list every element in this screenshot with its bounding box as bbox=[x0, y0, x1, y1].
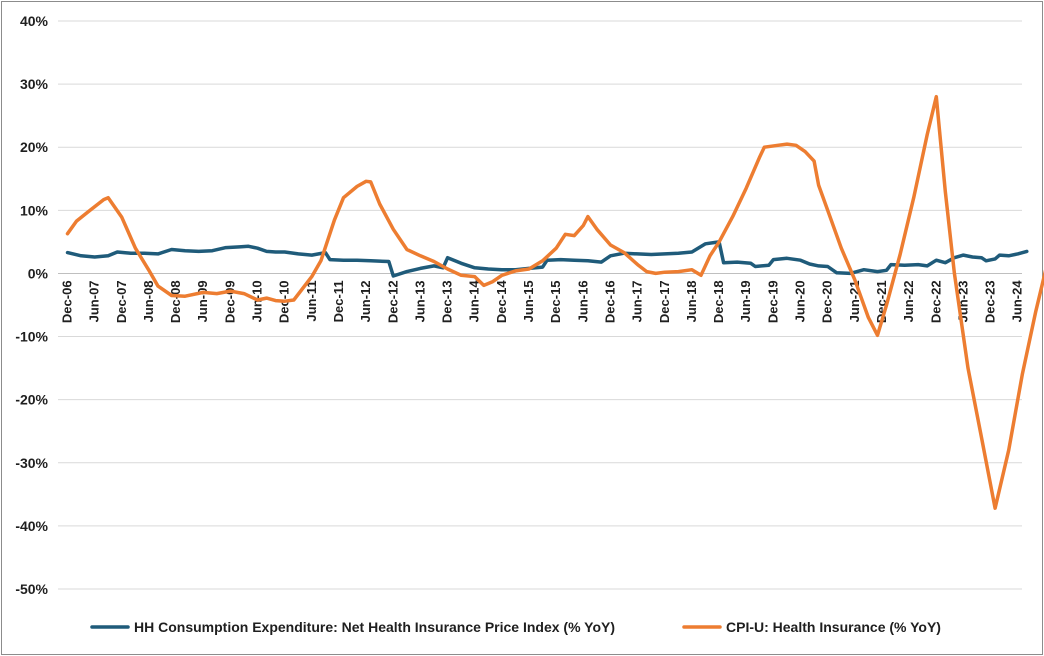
x-tick-label: Jun-18 bbox=[684, 280, 699, 322]
x-tick-label: Dec-18 bbox=[711, 280, 726, 323]
series-line-cpi-u-health-insurance bbox=[65, 94, 1044, 510]
x-tick-label: Dec-07 bbox=[114, 280, 129, 323]
x-tick-label: Dec-16 bbox=[603, 280, 618, 323]
x-tick-label: Dec-23 bbox=[983, 280, 998, 323]
x-tick-label: Dec-19 bbox=[765, 280, 780, 323]
x-tick-label: Jun-20 bbox=[793, 280, 808, 322]
x-tick-label: Jun-22 bbox=[901, 280, 916, 322]
x-tick-label: Dec-17 bbox=[657, 280, 672, 323]
x-tick-label: Jun-09 bbox=[195, 280, 210, 322]
x-tick-label: Dec-12 bbox=[385, 280, 400, 323]
x-tick-label: Jun-11 bbox=[304, 280, 319, 321]
x-tick-label: Jun-07 bbox=[87, 280, 102, 322]
x-tick-label: Dec-15 bbox=[548, 280, 563, 323]
legend: HH Consumption Expenditure: Net Health I… bbox=[90, 619, 941, 635]
series-lines bbox=[65, 94, 1044, 510]
y-tick-label: -50% bbox=[15, 581, 48, 597]
y-tick-label: 40% bbox=[20, 13, 49, 29]
x-tick-label: Jun-17 bbox=[630, 280, 645, 322]
x-tick-label: Dec-22 bbox=[928, 280, 943, 323]
gridlines bbox=[58, 20, 1022, 590]
x-tick-label: Dec-06 bbox=[60, 280, 75, 323]
y-tick-label: 10% bbox=[20, 202, 49, 218]
x-tick-label: Jun-08 bbox=[141, 280, 156, 322]
series-line-net-health-insurance-price-index bbox=[65, 240, 1029, 278]
y-tick-label: -20% bbox=[15, 392, 48, 408]
x-tick-label: Jun-12 bbox=[358, 280, 373, 322]
x-tick-label: Jun-16 bbox=[575, 280, 590, 322]
x-axis-ticks: Dec-06 Jun-07 Dec-07 Jun-08 Dec-08 Jun-09 Dec-… bbox=[60, 280, 1025, 323]
y-tick-label: -40% bbox=[15, 518, 48, 534]
x-tick-label: Dec-09 bbox=[222, 280, 237, 323]
x-tick-label: Dec-14 bbox=[494, 280, 509, 323]
x-tick-label: Jun-21 bbox=[847, 280, 862, 322]
x-tick-label: Jun-24 bbox=[1010, 280, 1025, 323]
y-tick-label: 20% bbox=[20, 139, 49, 155]
x-tick-label: Jun-14 bbox=[467, 280, 482, 323]
x-tick-label: Jun-15 bbox=[521, 280, 536, 322]
y-tick-label: 30% bbox=[20, 76, 49, 92]
x-tick-label: Dec-08 bbox=[168, 280, 183, 323]
y-tick-label: -30% bbox=[15, 455, 48, 471]
x-tick-label: Jun-19 bbox=[738, 280, 753, 322]
x-tick-label: Dec-13 bbox=[440, 280, 455, 323]
x-tick-label: Jun-13 bbox=[412, 280, 427, 322]
y-tick-label: 0% bbox=[28, 265, 49, 281]
legend-item-net-health-insurance-price-index: HH Consumption Expenditure: Net Health I… bbox=[134, 619, 615, 635]
y-axis-ticks: 40% 30% 20% 10% 0% -10% -20% -30% -40% -50% bbox=[15, 13, 48, 597]
legend-item-cpi-u-health-insurance: CPI-U: Health Insurance (% YoY) bbox=[726, 619, 941, 635]
y-tick-label: -10% bbox=[15, 329, 48, 345]
x-tick-label: Dec-20 bbox=[820, 280, 835, 323]
x-tick-label: Dec-11 bbox=[331, 280, 346, 322]
